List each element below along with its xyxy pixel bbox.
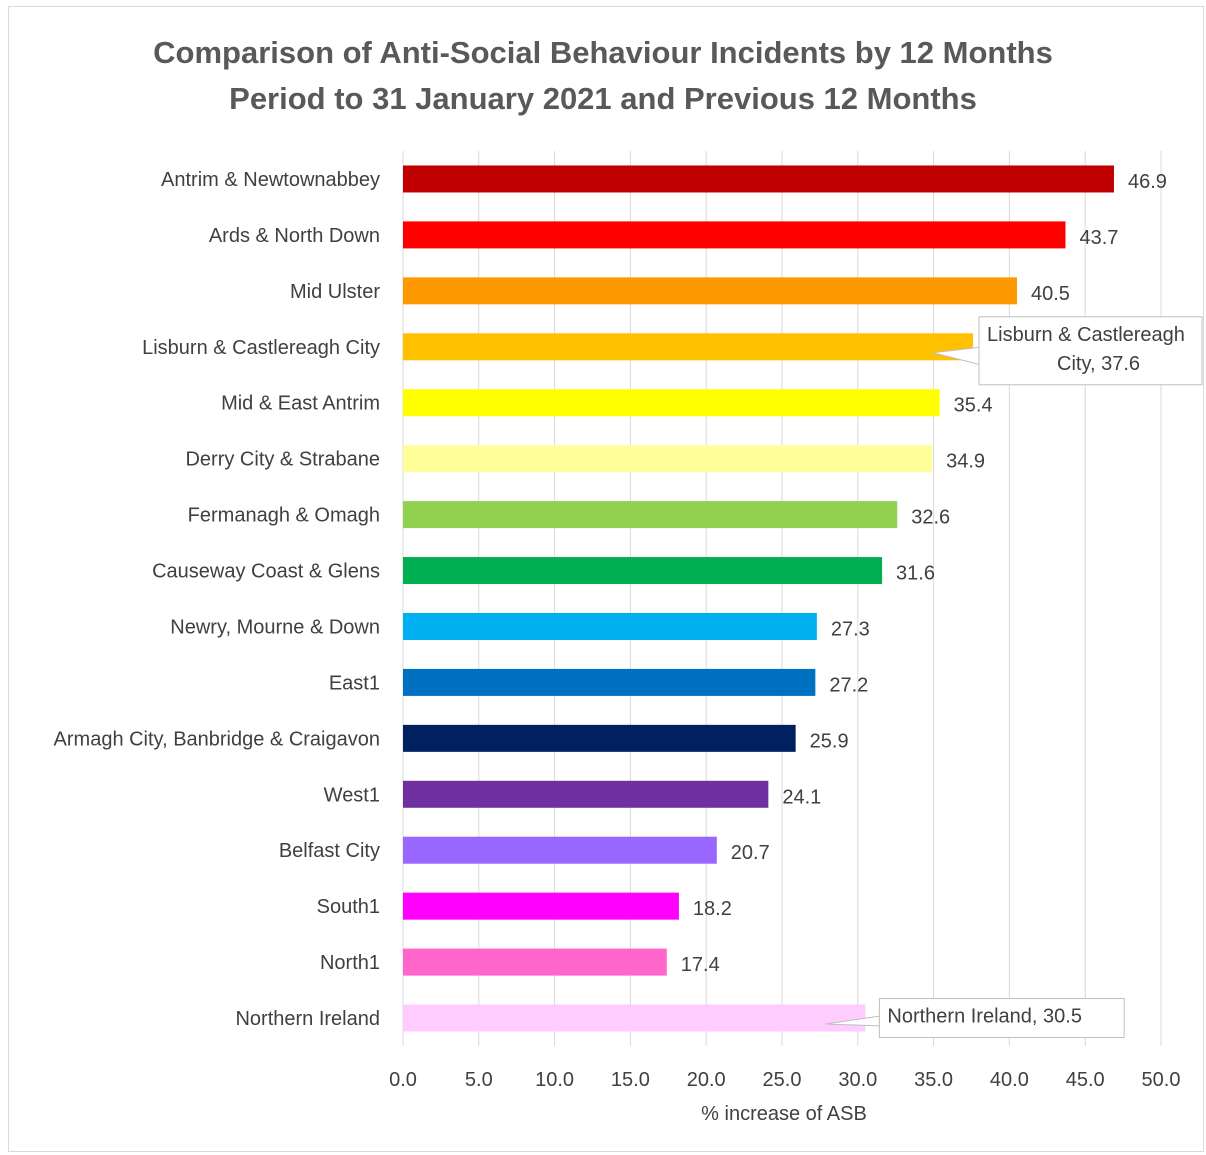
bar: [403, 1004, 866, 1032]
bar: [403, 668, 816, 696]
bar: [403, 445, 933, 473]
callout-label: Northern Ireland, 30.5: [887, 1006, 1082, 1028]
category-label: Derry City & Strabane: [185, 449, 380, 471]
data-label: 35.4: [954, 395, 993, 417]
bar: [403, 165, 1115, 193]
category-label: Lisburn & Castlereagh City: [142, 337, 380, 359]
data-label: 25.9: [810, 730, 849, 752]
category-label: Newry, Mourne & Down: [170, 616, 380, 638]
category-label: Ards & North Down: [209, 225, 380, 247]
x-tick-label: 50.0: [1142, 1069, 1181, 1091]
x-tick-label: 5.0: [465, 1069, 493, 1091]
data-label: 46.9: [1128, 171, 1167, 193]
category-label: Armagh City, Banbridge & Craigavon: [54, 728, 380, 750]
callout-label: Lisburn & Castlereagh: [987, 324, 1185, 346]
bar: [403, 836, 717, 864]
data-label: 40.5: [1031, 283, 1070, 305]
category-label: West1: [324, 784, 380, 806]
category-label: Fermanagh & Omagh: [188, 505, 380, 527]
callout-joint: [980, 348, 983, 364]
category-label: Belfast City: [279, 840, 380, 862]
data-label: 27.2: [829, 674, 868, 696]
data-label: 17.4: [681, 954, 720, 976]
x-tick-label: 35.0: [914, 1069, 953, 1091]
bar: [403, 612, 817, 640]
x-tick-label: 30.0: [838, 1069, 877, 1091]
bar: [403, 277, 1017, 305]
x-tick-label: 0.0: [389, 1069, 417, 1091]
bar: [403, 389, 940, 417]
bar: [403, 333, 974, 361]
bar: [403, 221, 1066, 249]
data-label: 20.7: [731, 842, 770, 864]
bar: [403, 557, 883, 585]
callout-label: City, 37.6: [1057, 353, 1140, 375]
data-label: 27.3: [831, 618, 870, 640]
x-tick-label: 25.0: [763, 1069, 802, 1091]
bar: [403, 501, 898, 529]
data-label: 34.9: [946, 451, 985, 473]
category-label: Mid & East Antrim: [221, 393, 380, 415]
data-label: 18.2: [693, 898, 732, 920]
x-tick-label: 40.0: [990, 1069, 1029, 1091]
category-label: South1: [317, 896, 380, 918]
x-axis-label: % increase of ASB: [701, 1103, 867, 1125]
data-label: 43.7: [1079, 227, 1118, 249]
callout-box: [878, 998, 1125, 1039]
x-tick-label: 15.0: [611, 1069, 650, 1091]
bar: [403, 892, 679, 920]
category-label: Northern Ireland: [235, 1008, 380, 1030]
callout-box: [978, 316, 1203, 386]
x-tick-label: 45.0: [1066, 1069, 1105, 1091]
category-label: Antrim & Newtownabbey: [161, 169, 380, 191]
bar: [403, 948, 667, 976]
data-label: 32.6: [911, 507, 950, 529]
category-label: Causeway Coast & Glens: [152, 561, 380, 583]
category-label: East1: [329, 672, 380, 694]
data-label: 31.6: [896, 563, 935, 585]
bar: [403, 724, 796, 752]
x-tick-label: 20.0: [687, 1069, 726, 1091]
category-label: Mid Ulster: [290, 281, 380, 303]
chart-title: Comparison of Anti-Social Behaviour Inci…: [153, 35, 1053, 116]
x-tick-label: 10.0: [535, 1069, 574, 1091]
bar: [403, 780, 769, 808]
data-label: 24.1: [782, 786, 821, 808]
callout-joint: [880, 1017, 883, 1025]
category-label: North1: [320, 952, 380, 974]
